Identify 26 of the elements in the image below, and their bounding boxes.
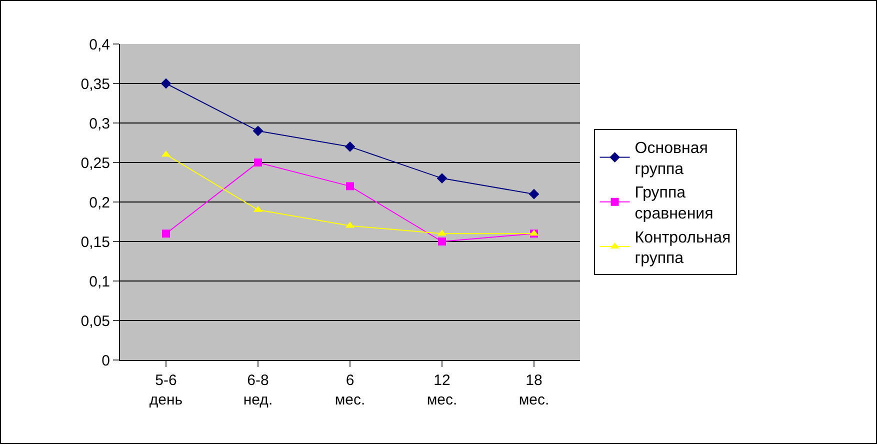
point — [254, 158, 262, 166]
x-tick-label: 6-8 нед. — [243, 372, 273, 408]
point — [344, 142, 356, 152]
legend-label: Основная группа — [634, 140, 708, 178]
y-tick-label: 0,25 — [80, 154, 110, 172]
point — [160, 78, 172, 89]
x-tick-label: 12 мес. — [426, 372, 458, 408]
point — [438, 238, 446, 246]
y-tick-label: 0,05 — [80, 312, 110, 330]
y-tick-label: 0,15 — [80, 234, 110, 251]
x-tick-label: 18 мес. — [518, 372, 550, 408]
x-tick-label: 6 мес. — [334, 372, 366, 408]
y-tick-label: 0,3 — [89, 115, 110, 132]
y-tick-label: 0,35 — [80, 76, 110, 93]
point — [346, 182, 354, 190]
point — [252, 126, 264, 136]
y-tick-label: 0,2 — [89, 194, 110, 212]
legend-label: Группа сравнения — [634, 184, 714, 223]
point — [436, 173, 448, 184]
y-tick-label: 0 — [102, 352, 110, 370]
x-tick-label: 5-6 день — [149, 372, 183, 408]
point — [162, 230, 170, 238]
y-tick-label: 0,4 — [89, 36, 110, 54]
y-tick-label: 0,1 — [89, 273, 110, 290]
point — [528, 188, 540, 200]
legend-label: Контрольная группа — [634, 229, 731, 268]
